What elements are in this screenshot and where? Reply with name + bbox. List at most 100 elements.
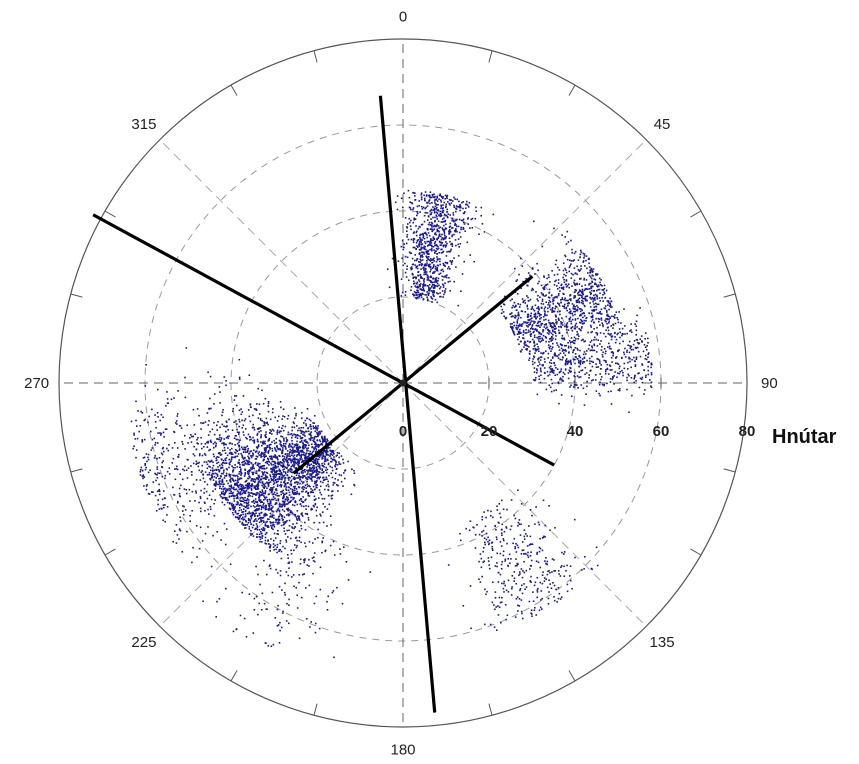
scatter-point xyxy=(433,238,436,241)
scatter-point xyxy=(422,293,424,295)
scatter-point xyxy=(284,504,286,506)
scatter-point xyxy=(487,560,490,562)
scatter-point xyxy=(410,238,413,241)
scatter-point xyxy=(244,515,247,518)
scatter-point xyxy=(422,286,424,288)
scatter-point xyxy=(300,461,303,463)
scatter-point xyxy=(590,282,592,285)
scatter-point xyxy=(312,469,314,472)
scatter-point xyxy=(296,503,299,506)
scatter-point xyxy=(269,547,271,549)
scatter-point xyxy=(415,234,418,237)
scatter-point xyxy=(496,538,498,541)
scatter-point xyxy=(253,509,256,512)
scatter-point xyxy=(294,478,296,481)
scatter-point xyxy=(585,279,588,281)
scatter-point xyxy=(324,451,327,453)
scatter-point xyxy=(567,342,569,344)
scatter-point xyxy=(536,307,538,310)
scatter-point xyxy=(643,369,645,371)
scatter-point xyxy=(280,464,282,467)
scatter-point xyxy=(531,360,534,363)
scatter-point xyxy=(570,310,572,312)
scatter-point xyxy=(568,352,570,354)
scatter-point xyxy=(560,565,563,567)
scatter-point xyxy=(507,558,509,560)
scatter-point xyxy=(562,371,565,374)
scatter-point xyxy=(551,336,553,338)
scatter-point xyxy=(435,279,438,281)
scatter-point xyxy=(492,516,494,519)
scatter-point xyxy=(505,589,508,592)
scatter-point xyxy=(578,301,580,304)
scatter-point xyxy=(558,326,560,328)
scatter-point xyxy=(319,476,321,478)
scatter-point xyxy=(518,323,521,326)
scatter-point xyxy=(578,308,581,310)
scatter-point xyxy=(264,523,267,525)
scatter-point xyxy=(283,503,285,505)
scatter-point xyxy=(444,219,447,222)
scatter-point xyxy=(427,201,429,204)
scatter-point xyxy=(501,561,504,563)
scatter-point xyxy=(429,243,431,245)
scatter-point xyxy=(299,441,301,443)
scatter-point xyxy=(302,444,305,446)
scatter-point xyxy=(231,443,233,445)
scatter-point xyxy=(271,524,274,527)
scatter-point xyxy=(434,219,436,222)
scatter-point xyxy=(434,244,436,247)
scatter-point xyxy=(634,365,637,367)
scatter-point xyxy=(237,438,239,441)
scatter-point xyxy=(566,322,569,324)
scatter-point xyxy=(431,239,433,242)
scatter-point xyxy=(511,327,514,329)
scatter-point xyxy=(306,466,308,468)
scatter-point xyxy=(638,372,640,374)
scatter-point xyxy=(309,450,311,453)
scatter-point xyxy=(531,317,533,319)
scatter-point xyxy=(408,196,411,199)
scatter-point xyxy=(488,539,491,541)
scatter-point xyxy=(247,472,250,475)
scatter-point xyxy=(306,483,309,486)
scatter-point xyxy=(459,243,462,245)
scatter-point xyxy=(529,330,532,333)
scatter-point xyxy=(589,362,591,365)
scatter-point xyxy=(577,349,579,351)
scatter-point xyxy=(334,478,337,480)
scatter-point xyxy=(298,472,300,475)
scatter-point xyxy=(268,546,271,548)
scatter-point xyxy=(514,314,516,317)
scatter-point xyxy=(422,282,425,285)
scatter-point xyxy=(318,464,321,467)
scatter-point xyxy=(516,309,518,311)
scatter-point xyxy=(534,304,537,307)
scatter-point xyxy=(591,365,594,368)
scatter-point xyxy=(214,472,216,475)
scatter-point xyxy=(321,469,323,472)
scatter-point xyxy=(510,316,513,318)
scatter-point xyxy=(296,447,298,450)
scatter-point xyxy=(242,519,245,521)
scatter-point xyxy=(331,460,333,463)
scatter-point xyxy=(225,488,228,490)
scatter-point xyxy=(591,280,593,283)
scatter-point xyxy=(301,515,304,517)
scatter-point xyxy=(283,458,285,460)
scatter-point xyxy=(232,506,235,509)
scatter-point xyxy=(581,358,584,360)
scatter-point xyxy=(490,510,492,513)
scatter-point xyxy=(549,386,552,389)
scatter-point xyxy=(300,468,302,471)
scatter-point xyxy=(509,323,512,325)
scatter-point xyxy=(562,356,564,359)
scatter-point xyxy=(427,240,430,243)
scatter-point xyxy=(294,501,296,503)
scatter-point xyxy=(445,235,447,238)
scatter-point xyxy=(605,360,607,362)
scatter-point xyxy=(589,306,592,308)
scatter-point xyxy=(593,294,595,297)
scatter-point xyxy=(309,439,312,441)
scatter-point xyxy=(264,536,267,539)
